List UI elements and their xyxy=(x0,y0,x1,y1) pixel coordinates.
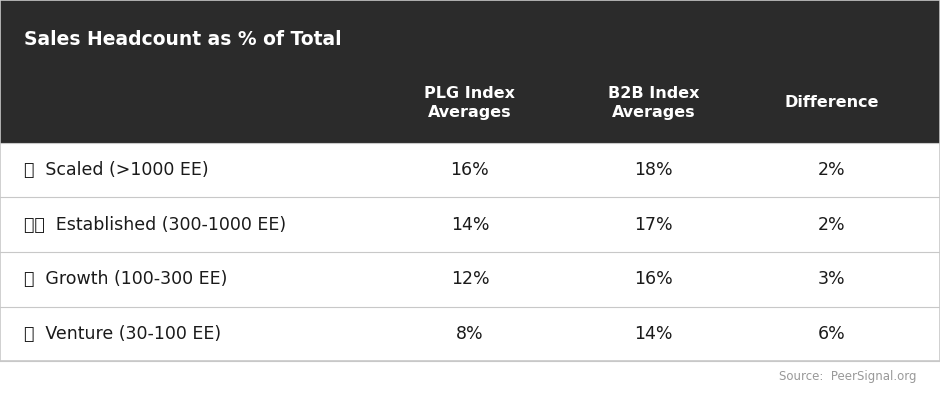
Text: 🛫  Venture (30-100 EE): 🛫 Venture (30-100 EE) xyxy=(24,325,221,343)
Text: Source:  PeerSignal.org: Source: PeerSignal.org xyxy=(779,371,916,383)
Text: 14%: 14% xyxy=(634,325,672,343)
FancyBboxPatch shape xyxy=(0,143,940,197)
Text: Difference: Difference xyxy=(785,95,879,110)
Text: 6%: 6% xyxy=(818,325,846,343)
FancyBboxPatch shape xyxy=(0,0,940,143)
Text: 🚀  Growth (100-300 EE): 🚀 Growth (100-300 EE) xyxy=(24,270,227,288)
Text: 3%: 3% xyxy=(818,270,846,288)
FancyBboxPatch shape xyxy=(0,252,940,307)
FancyBboxPatch shape xyxy=(0,307,940,361)
Text: 8%: 8% xyxy=(456,325,484,343)
Text: 🧑‍💼  Established (300-1000 EE): 🧑‍💼 Established (300-1000 EE) xyxy=(24,215,286,234)
Text: B2B Index
Averages: B2B Index Averages xyxy=(607,86,699,120)
Text: Sales Headcount as % of Total: Sales Headcount as % of Total xyxy=(24,30,341,50)
Text: 16%: 16% xyxy=(450,161,490,179)
Text: 17%: 17% xyxy=(634,215,673,234)
Text: 14%: 14% xyxy=(451,215,489,234)
Text: 12%: 12% xyxy=(450,270,490,288)
Text: 16%: 16% xyxy=(634,270,673,288)
FancyBboxPatch shape xyxy=(0,197,940,252)
Text: 2%: 2% xyxy=(818,215,846,234)
Text: 2%: 2% xyxy=(818,161,846,179)
Text: 🦄  Scaled (>1000 EE): 🦄 Scaled (>1000 EE) xyxy=(24,161,208,179)
Text: 18%: 18% xyxy=(634,161,673,179)
Text: PLG Index
Averages: PLG Index Averages xyxy=(425,86,515,120)
